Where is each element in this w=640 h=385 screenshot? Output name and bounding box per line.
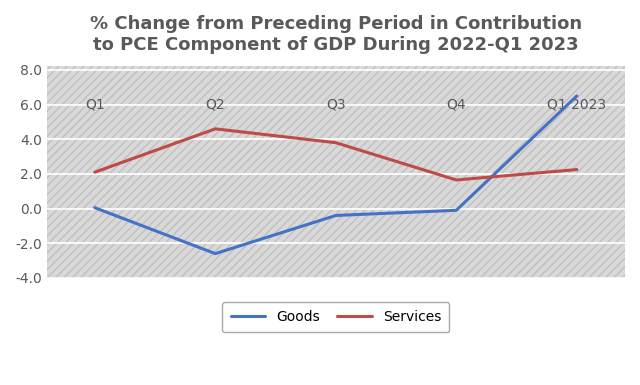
Title: % Change from Preceding Period in Contribution
to PCE Component of GDP During 20: % Change from Preceding Period in Contri… [90,15,582,54]
Services [332,141,340,145]
Services [452,177,460,182]
Services [573,167,580,172]
Goods [452,208,460,213]
Services [91,170,99,174]
Line: Goods: Goods [95,96,577,254]
Goods [211,251,219,256]
Goods [91,205,99,210]
Goods [332,213,340,218]
Goods [573,94,580,98]
Services [211,127,219,131]
Line: Services: Services [95,129,577,180]
Legend: Goods, Services: Goods, Services [222,302,449,332]
